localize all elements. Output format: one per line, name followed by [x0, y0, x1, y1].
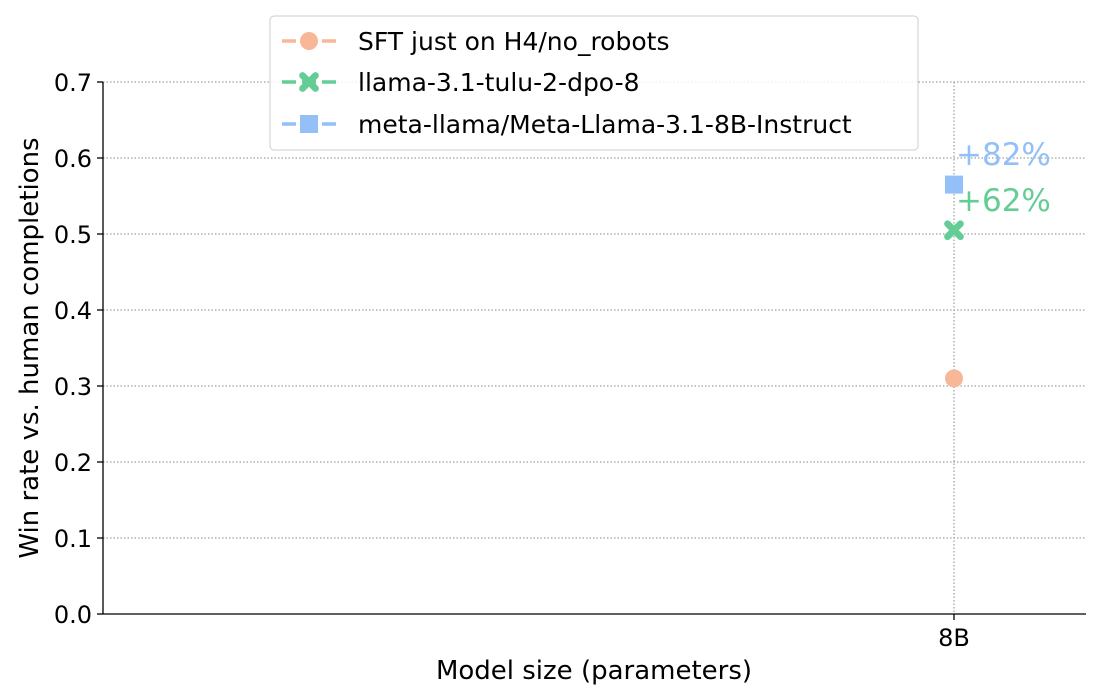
- y-tick-label: 0.0: [54, 601, 92, 629]
- axes: [102, 82, 1086, 615]
- y-tick-label: 0.2: [54, 449, 92, 477]
- y-tick-label: 0.3: [54, 373, 92, 401]
- annotation-label: +62%: [956, 183, 1051, 219]
- data-marks: [944, 175, 964, 388]
- legend: SFT just on H4/no_robots llama-3.1-tulu-2…: [269, 15, 919, 151]
- y-tick-label: 0.5: [54, 221, 92, 249]
- y-axis-label: Win rate vs. human completions: [15, 137, 45, 558]
- legend-marker-square: [300, 115, 318, 133]
- data-point-x: [944, 220, 964, 241]
- y-ticks: 0.0 0.1 0.2 0.3 0.4 0.5 0.6 0.7: [54, 69, 103, 629]
- y-tick-label: 0.1: [54, 525, 92, 553]
- y-tick-label: 0.7: [54, 69, 92, 97]
- data-point-circle: [945, 369, 963, 388]
- x-axis-label: Model size (parameters): [436, 656, 752, 686]
- legend-marker-x: [299, 72, 319, 92]
- x-ticks: 8B: [938, 614, 970, 652]
- data-point-square: [945, 175, 963, 194]
- legend-label: llama-3.1-tulu-2-dpo-8: [358, 68, 640, 97]
- data-point-x-stroke-b: [944, 220, 964, 241]
- y-tick-label: 0.6: [54, 145, 92, 173]
- legend-box: [269, 15, 919, 151]
- x-tick-label: 8B: [938, 624, 970, 652]
- legend-label: SFT just on H4/no_robots: [358, 27, 669, 56]
- legend-marker-circle: [300, 32, 318, 50]
- legend-marker-x-stroke-b: [299, 72, 319, 92]
- y-tick-label: 0.4: [54, 297, 92, 325]
- annotations: +82% +62%: [956, 137, 1051, 219]
- legend-label: meta-llama/Meta-Llama-3.1-8B-Instruct: [358, 110, 852, 139]
- grid: [103, 81, 1086, 614]
- annotation-label: +82%: [956, 137, 1051, 173]
